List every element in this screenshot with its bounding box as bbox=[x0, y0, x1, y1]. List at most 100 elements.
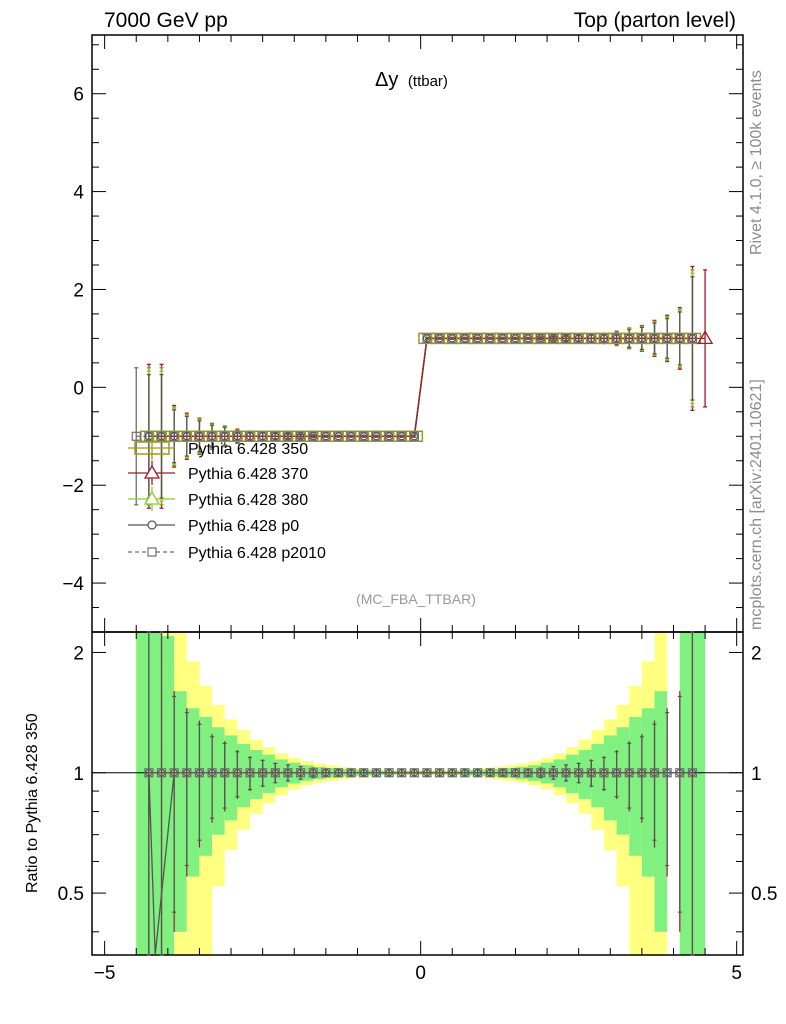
ratio-marker-p0 bbox=[410, 769, 419, 777]
ratio-marker-p2010 bbox=[384, 768, 394, 778]
marker-p0 bbox=[233, 432, 242, 441]
marker-p0 bbox=[359, 432, 368, 441]
marker-p0 bbox=[511, 334, 520, 343]
ratio-marker-p0 bbox=[448, 769, 457, 777]
marker-350 bbox=[418, 332, 436, 345]
marker-350 bbox=[557, 332, 575, 345]
marker-p0 bbox=[599, 334, 609, 343]
marker-p0 bbox=[524, 334, 533, 343]
x-tick-label: 5 bbox=[731, 963, 742, 984]
legend-label: Pythia 6.428 p0 bbox=[188, 518, 299, 535]
ratio-band-green bbox=[237, 744, 251, 808]
marker-350 bbox=[671, 332, 689, 345]
marker-p0 bbox=[258, 432, 267, 441]
ratio-band-green bbox=[654, 691, 668, 932]
marker-p0 bbox=[422, 334, 432, 343]
marker-p0 bbox=[460, 334, 470, 343]
chart-title: Δy (ttbar) bbox=[375, 69, 448, 91]
ratio-marker-p2010 bbox=[295, 768, 306, 778]
ratio-marker-p0 bbox=[258, 769, 267, 777]
ratio-frame bbox=[91, 631, 744, 956]
marker-350 bbox=[215, 430, 234, 443]
ratio-marker-p2010 bbox=[675, 768, 685, 778]
ratio-marker-p2010 bbox=[270, 768, 280, 778]
ratio-marker-p2010 bbox=[599, 768, 609, 778]
marker-350 bbox=[658, 332, 676, 345]
ratio-marker-p2010 bbox=[574, 768, 584, 778]
ratio-marker-p0 bbox=[284, 769, 292, 777]
marker-350 bbox=[645, 332, 664, 345]
marker-p2010-extra bbox=[131, 431, 141, 441]
marker-350 bbox=[468, 332, 487, 345]
ratio-marker-p0 bbox=[638, 769, 646, 777]
marker-p0 bbox=[334, 432, 343, 441]
ratio-marker-p0 bbox=[473, 769, 482, 777]
legend-label: Pythia 6.428 380 bbox=[188, 492, 308, 509]
marker-p0 bbox=[574, 334, 583, 343]
ratio-band-green bbox=[603, 735, 617, 821]
ratio-marker-p2010 bbox=[687, 768, 698, 778]
ratio-marker-p0 bbox=[170, 769, 178, 777]
marker-p0 bbox=[207, 432, 217, 441]
ratio-marker-p2010 bbox=[649, 768, 660, 778]
marker-p0 bbox=[587, 334, 596, 343]
marker-350 bbox=[544, 332, 563, 345]
marker-350 bbox=[607, 332, 626, 345]
ratio-marker-p0 bbox=[309, 769, 317, 777]
marker-p0 bbox=[625, 334, 634, 343]
ratio-band-green bbox=[186, 708, 200, 877]
ratio-marker-p0 bbox=[246, 769, 254, 777]
marker-350 bbox=[380, 430, 398, 443]
y-tick-label: 0 bbox=[73, 378, 84, 399]
marker-350 bbox=[165, 430, 183, 443]
analysis-label: (MC_FBA_TTBAR) bbox=[356, 591, 476, 607]
ratio-marker-p0 bbox=[145, 769, 153, 777]
ratio-marker-p2010 bbox=[485, 768, 495, 778]
legend-entry: Pythia 6.428 p0 bbox=[128, 518, 299, 535]
x-tick-label: 0 bbox=[415, 963, 426, 984]
marker-p0 bbox=[448, 334, 457, 343]
ratio-marker-p2010 bbox=[662, 768, 672, 778]
ratio-band-green bbox=[578, 750, 592, 799]
marker-350 bbox=[582, 332, 601, 345]
ratio-band-green bbox=[161, 635, 175, 955]
ratio-marker-p2010 bbox=[220, 768, 230, 778]
ratio-band-green bbox=[262, 754, 276, 793]
marker-350 bbox=[456, 332, 474, 345]
marker-p0 bbox=[549, 334, 558, 343]
ratio-band-green bbox=[566, 754, 579, 793]
legend-label: Pythia 6.428 p2010 bbox=[188, 545, 326, 562]
ratio-marker-p0 bbox=[208, 769, 216, 777]
legend-marker bbox=[143, 490, 161, 505]
ratio-band-green bbox=[641, 708, 655, 877]
y-tick-label: −4 bbox=[62, 574, 84, 595]
ratio-y-tick-label-right: 1 bbox=[751, 764, 762, 785]
ratio-marker-p2010 bbox=[637, 768, 647, 778]
ratio-marker-p0 bbox=[612, 769, 621, 777]
marker-350 bbox=[291, 430, 310, 443]
legend-entry: Pythia 6.428 380 bbox=[128, 487, 308, 511]
marker-350 bbox=[633, 332, 651, 345]
marker-350 bbox=[430, 332, 449, 345]
marker-p0 bbox=[245, 432, 255, 441]
ratio-marker-p2010 bbox=[624, 768, 634, 778]
marker-p0 bbox=[397, 432, 406, 441]
ratio-marker-p2010 bbox=[321, 768, 331, 778]
marker-p0 bbox=[170, 432, 179, 441]
ratio-marker-p2010 bbox=[245, 768, 255, 778]
ratio-band-green bbox=[692, 632, 706, 955]
marker-p0 bbox=[195, 432, 204, 441]
ratio-marker-p0 bbox=[587, 769, 596, 777]
marker-350 bbox=[178, 430, 196, 443]
marker-350 bbox=[531, 332, 550, 345]
ratio-y-tick-label: 1 bbox=[73, 764, 84, 785]
legend-entry: Pythia 6.428 p2010 bbox=[128, 545, 326, 562]
marker-350 bbox=[494, 332, 512, 345]
marker-350 bbox=[392, 430, 411, 443]
legend-marker bbox=[143, 464, 161, 479]
ratio-marker-p0 bbox=[600, 769, 608, 777]
marker-350 bbox=[253, 430, 272, 443]
ratio-marker-p2010 bbox=[472, 768, 483, 778]
energy-label: 7000 GeV pp bbox=[104, 9, 228, 32]
